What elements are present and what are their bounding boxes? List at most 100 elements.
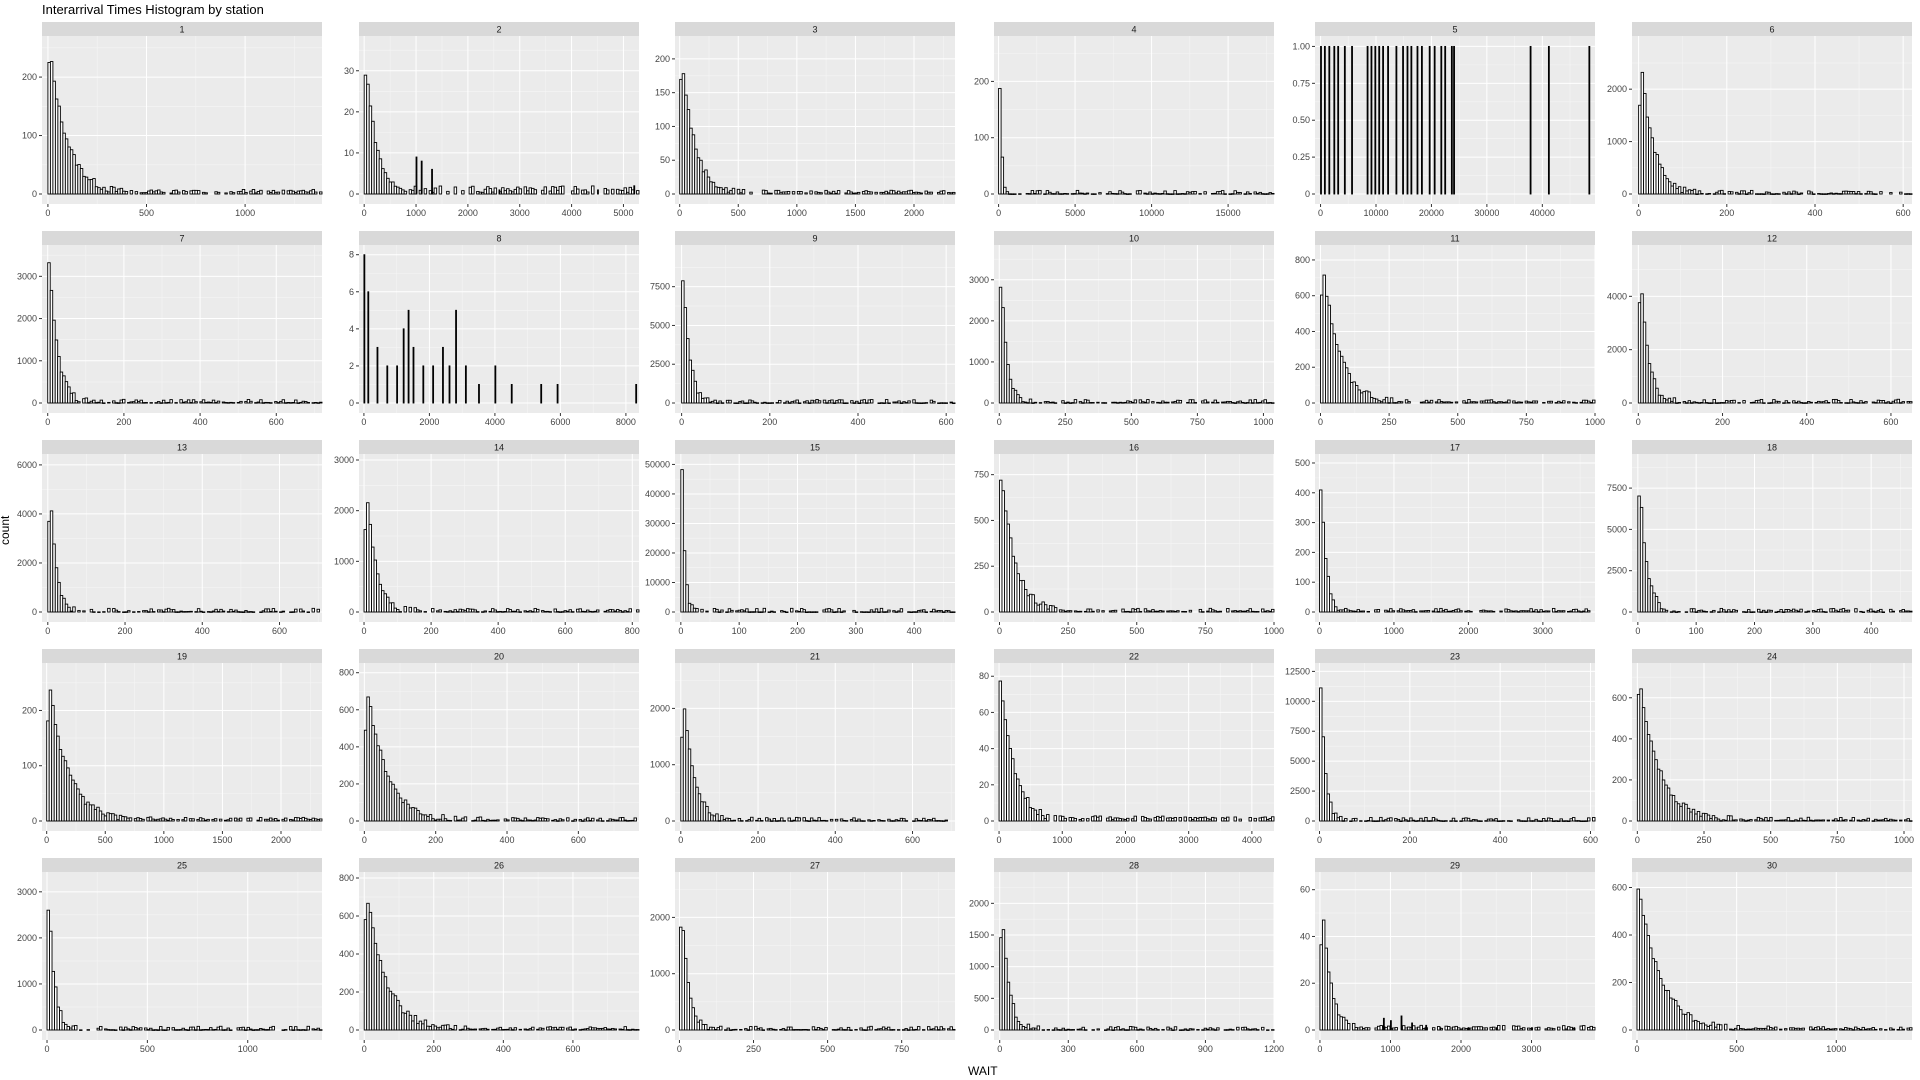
histogram-bar (1434, 608, 1438, 613)
histogram-bar (1787, 191, 1791, 195)
histogram-bar (1258, 191, 1262, 195)
histogram-bar (99, 1025, 103, 1031)
y-tick-label: 7500 (1290, 726, 1310, 736)
x-tick-label: 600 (269, 417, 284, 427)
panel-background (359, 454, 639, 622)
y-tick-label: 20 (1300, 978, 1310, 988)
histogram-bar (226, 1027, 230, 1031)
histogram-bar (1861, 1026, 1865, 1031)
histogram-bar (1151, 401, 1155, 404)
histogram-bar (1809, 1026, 1813, 1031)
facet-strip-label: 24 (1767, 652, 1777, 662)
histogram-bar (914, 818, 919, 822)
histogram-bar (1206, 401, 1210, 404)
histogram-bar (736, 188, 741, 195)
histogram-bar (1432, 1027, 1436, 1031)
histogram-bar (84, 397, 89, 404)
histogram-bar (1028, 398, 1033, 404)
histogram-bar (1253, 191, 1257, 195)
histogram-bar (516, 609, 520, 613)
histogram-bar (1782, 191, 1786, 195)
y-tick-label: 40 (1300, 931, 1310, 941)
x-tick-label: 200 (116, 417, 131, 427)
histogram-bar (680, 469, 684, 613)
histogram-bar (869, 1025, 873, 1031)
histogram-bar (623, 1026, 627, 1031)
histogram-bar (455, 309, 457, 404)
histogram-bar (1226, 608, 1230, 613)
histogram-bar (1113, 609, 1118, 613)
histogram-bar (1469, 610, 1473, 613)
histogram-bar (553, 608, 557, 613)
panel-background (42, 245, 322, 413)
histogram-bar (1183, 611, 1188, 613)
histogram-bar (1161, 610, 1165, 613)
histogram-bar (1256, 1029, 1260, 1031)
histogram-bar (839, 1027, 843, 1031)
histogram-bar (840, 399, 844, 404)
histogram-bar (1534, 400, 1539, 404)
histogram-bar (166, 1026, 170, 1031)
histogram-bar (107, 401, 111, 404)
histogram-bar (432, 365, 435, 404)
histogram-bar (578, 819, 583, 822)
histogram-bar (1836, 400, 1841, 404)
histogram-bar (518, 611, 522, 613)
histogram-bar (306, 611, 310, 613)
histogram-bar (1078, 610, 1083, 613)
x-tick-label: 10000 (1363, 208, 1388, 218)
y-tick-label: 2000 (17, 314, 37, 324)
histogram-bar (1747, 609, 1751, 613)
x-tick-label: 200 (428, 835, 443, 845)
y-tick-label: 0.50 (1292, 115, 1310, 125)
histogram-bar (1354, 817, 1358, 822)
histogram-bar (929, 191, 933, 195)
histogram-bar (1084, 1029, 1088, 1031)
x-tick-label: 2000 (1115, 835, 1135, 845)
histogram-bar (1719, 1024, 1723, 1031)
histogram-bar (682, 550, 687, 613)
x-tick-label: 20000 (1419, 208, 1444, 218)
histogram-bar (770, 402, 775, 404)
y-tick-label: 8 (349, 250, 354, 260)
x-tick-label: 4000 (485, 417, 505, 427)
histogram-bar (1073, 399, 1078, 404)
x-tick-label: 600 (565, 1044, 580, 1054)
histogram-bar (464, 365, 467, 404)
facet-strip-label: 6 (1769, 25, 1774, 35)
histogram-bar (1799, 192, 1804, 195)
x-tick-label: 0 (679, 417, 684, 427)
histogram-bar (543, 186, 548, 195)
y-tick-label: 12500 (1285, 666, 1310, 676)
x-tick-label: 400 (828, 835, 843, 845)
panel-background (1632, 245, 1912, 413)
histogram-bar (1707, 193, 1712, 195)
histogram-bar (422, 365, 425, 404)
histogram-bar (998, 87, 1002, 195)
y-tick-label: 7500 (1607, 483, 1627, 493)
histogram-bar (635, 384, 638, 404)
histogram-bar (1391, 610, 1396, 613)
y-tick-label: 100 (1295, 577, 1310, 587)
x-tick-label: 1000 (1585, 417, 1605, 427)
histogram-bar (1909, 1027, 1913, 1031)
x-tick-label: 1000 (1253, 417, 1273, 427)
y-tick-label: 50000 (645, 459, 670, 469)
histogram-bar (92, 399, 96, 404)
histogram-bar (1148, 191, 1152, 195)
histogram-bar (596, 609, 600, 613)
y-tick-label: 50 (660, 155, 670, 165)
x-tick-label: 0 (44, 835, 49, 845)
histogram-bar (1467, 399, 1471, 404)
histogram-bar (1859, 193, 1863, 195)
histogram-bar (149, 608, 153, 613)
y-tick-label: 0 (32, 607, 37, 617)
histogram-bar (1329, 801, 1333, 822)
histogram-bar (1013, 193, 1017, 195)
histogram-bar (887, 609, 891, 613)
histogram-bar (228, 817, 233, 822)
histogram-bar (1410, 45, 1413, 195)
histogram-bar (238, 817, 243, 822)
histogram-bar (536, 608, 540, 613)
histogram-bar (86, 1029, 90, 1031)
